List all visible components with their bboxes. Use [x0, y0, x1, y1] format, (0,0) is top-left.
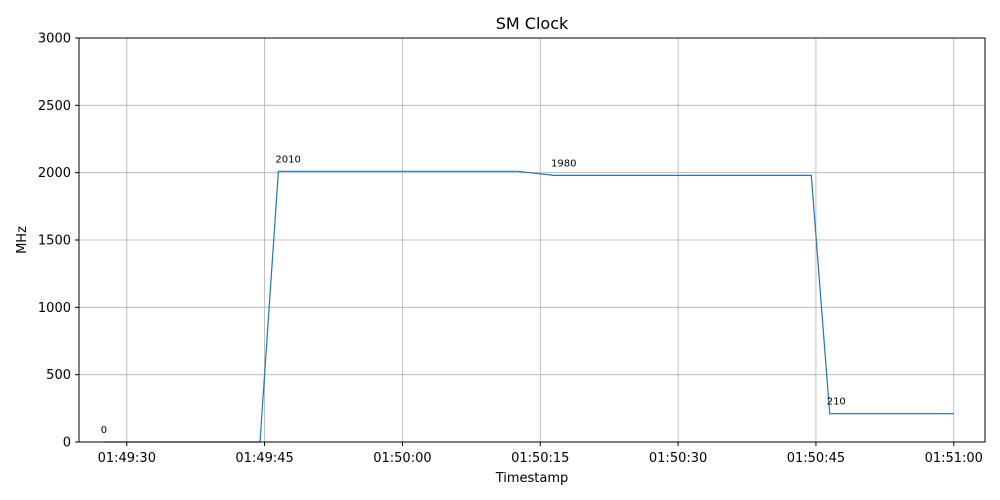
- chart-title: SM Clock: [496, 14, 569, 33]
- y-tick-label: 2500: [38, 99, 71, 114]
- data-label: 210: [827, 397, 846, 408]
- data-label: 1980: [551, 158, 576, 169]
- x-tick-label: 01:49:45: [235, 451, 293, 466]
- x-axis-label: Timestamp: [495, 471, 569, 486]
- y-tick-label: 1500: [38, 234, 71, 249]
- y-tick-label: 2000: [38, 166, 71, 181]
- data-label: 2010: [275, 154, 300, 165]
- y-tick-label: 3000: [38, 32, 71, 47]
- series-lines: [103, 170, 954, 443]
- x-tick-label: 01:51:00: [925, 451, 983, 466]
- series-line: [103, 170, 954, 443]
- data-annotations: 0 2010 1980 210: [101, 154, 846, 436]
- grid-lines: [79, 37, 985, 443]
- x-tick-label: 01:50:15: [511, 451, 569, 466]
- y-axis-ticks: 0 500 1000 1500 2000 2500 3000: [38, 32, 79, 451]
- y-tick-label: 500: [46, 368, 71, 383]
- x-tick-label: 01:50:30: [649, 451, 707, 466]
- data-label: 0: [101, 425, 107, 436]
- x-tick-label: 01:49:30: [98, 451, 156, 466]
- y-axis-label: MHz: [15, 226, 30, 254]
- x-axis-ticks: 01:49:30 01:49:45 01:50:00 01:50:15 01:50:30…: [98, 442, 983, 466]
- y-tick-label: 1000: [38, 301, 71, 316]
- x-tick-label: 01:50:45: [787, 451, 845, 466]
- y-tick-label: 0: [63, 436, 71, 451]
- x-tick-label: 01:50:00: [373, 451, 431, 466]
